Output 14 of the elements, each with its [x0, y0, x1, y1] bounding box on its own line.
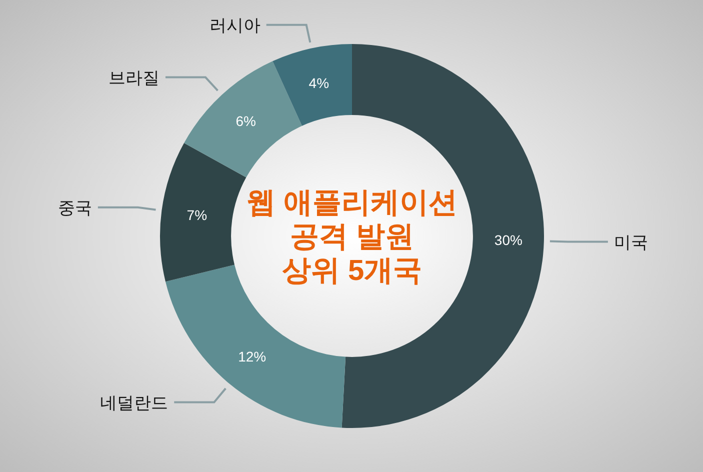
- slice-label: 브라질: [108, 68, 160, 88]
- slice-label: 러시아: [209, 16, 260, 35]
- slice-label: 중국: [58, 198, 92, 218]
- data-label: 7%: [186, 207, 208, 224]
- text: 웹 애플리케이션 공격 발원 상위 5개국: [246, 187, 458, 287]
- donut-slice: [160, 142, 246, 282]
- donut-slice: [272, 44, 352, 126]
- slice-label: 네덜란드: [100, 393, 168, 412]
- data-label: 4%: [308, 75, 330, 92]
- data-label: 30%: [494, 232, 522, 248]
- data-label: 12%: [238, 348, 266, 364]
- data-label: 6%: [236, 113, 256, 130]
- slice-label: 미국: [614, 232, 648, 252]
- donut-slice: [184, 61, 302, 178]
